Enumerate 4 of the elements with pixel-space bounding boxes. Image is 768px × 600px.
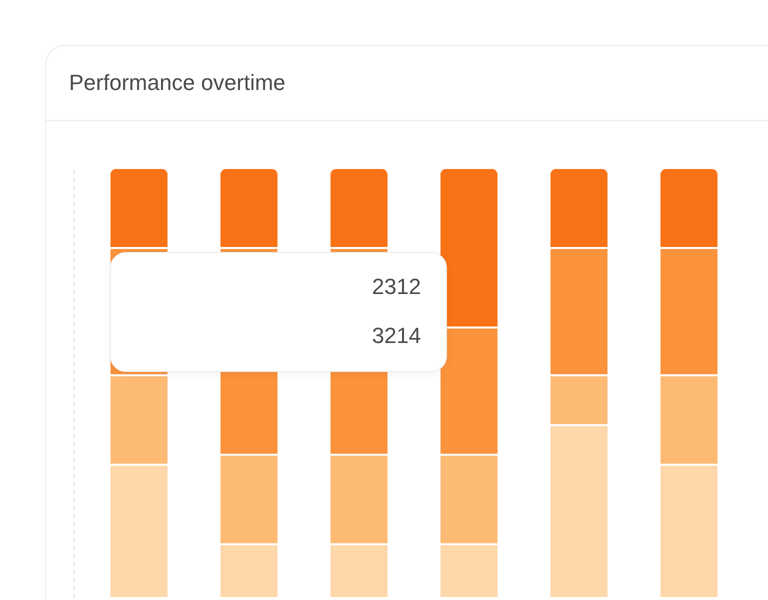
annotation: 2312 bbox=[372, 274, 421, 299]
chart-title: Performance overtime bbox=[69, 70, 286, 96]
annotation: 3214 bbox=[372, 323, 421, 348]
tooltip-card: 2312 3214 bbox=[110, 252, 447, 372]
